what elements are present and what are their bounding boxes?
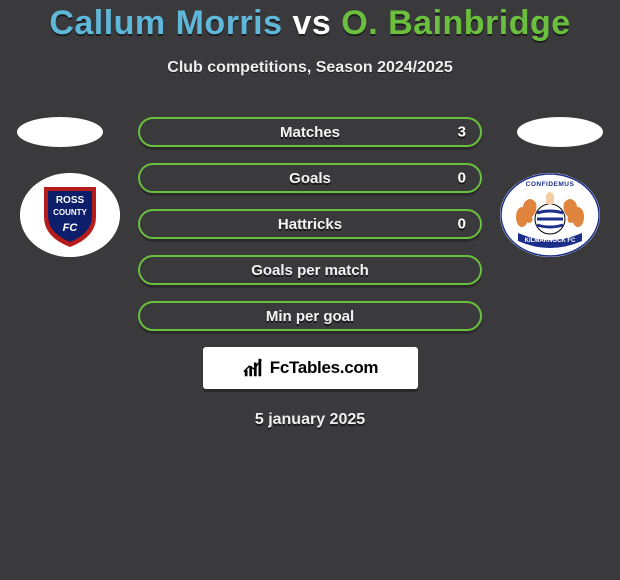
hattricks-right-value: 0: [458, 216, 466, 233]
club-badge-right: CONFIDEMUS KILMARNOCK FC: [500, 173, 600, 257]
stats-section: ROSS COUNTY FC CONFIDEMUS KILMARNOCK FC: [0, 117, 620, 429]
stat-row-goals: Goals 0: [138, 163, 482, 193]
ross-county-crest-icon: ROSS COUNTY FC: [20, 173, 120, 257]
stat-row-hattricks: Hattricks 0: [138, 209, 482, 239]
kilmarnock-crest-icon: CONFIDEMUS KILMARNOCK FC: [500, 173, 600, 257]
mpg-label: Min per goal: [266, 308, 354, 325]
svg-text:CONFIDEMUS: CONFIDEMUS: [526, 181, 575, 188]
stat-row-goals-per-match: Goals per match: [138, 255, 482, 285]
brand-box: FcTables.com: [203, 347, 418, 389]
hattricks-label: Hattricks: [278, 216, 342, 233]
stat-rows: Matches 3 Goals 0 Hattricks 0 Goals per …: [138, 117, 482, 331]
gpm-label: Goals per match: [251, 262, 369, 279]
footer-date: 5 january 2025: [0, 411, 620, 429]
matches-label: Matches: [280, 124, 340, 141]
svg-text:COUNTY: COUNTY: [53, 208, 87, 217]
subtitle: Club competitions, Season 2024/2025: [0, 59, 620, 77]
svg-text:FC: FC: [63, 222, 79, 234]
player-right-name: O. Bainbridge: [341, 4, 570, 42]
avatar-placeholder-left: [17, 117, 103, 147]
club-badge-left: ROSS COUNTY FC: [20, 173, 120, 257]
stat-row-min-per-goal: Min per goal: [138, 301, 482, 331]
brand-label: FcTables.com: [270, 358, 379, 378]
avatar-placeholder-right: [517, 117, 603, 147]
svg-text:KILMARNOCK FC: KILMARNOCK FC: [525, 238, 576, 244]
matches-right-value: 3: [458, 124, 466, 141]
goals-label: Goals: [289, 170, 331, 187]
goals-right-value: 0: [458, 170, 466, 187]
page-title: Callum Morris vs O. Bainbridge: [0, 0, 620, 43]
chart-icon: [242, 357, 264, 379]
svg-text:ROSS: ROSS: [56, 195, 85, 206]
versus-label: vs: [292, 4, 331, 42]
stat-row-matches: Matches 3: [138, 117, 482, 147]
player-left-name: Callum Morris: [49, 4, 282, 42]
